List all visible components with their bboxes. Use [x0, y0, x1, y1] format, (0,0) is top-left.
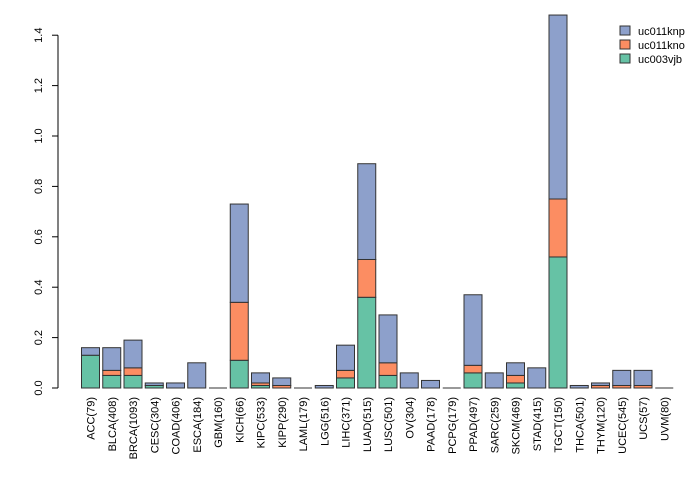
bar-segment-uc011knp	[399, 372, 419, 389]
bar-segment-uc011kno	[378, 362, 398, 376]
x-tick-label: STAD(415)	[532, 397, 544, 451]
bar-segment-uc011kno	[506, 374, 525, 384]
y-tick-label: 0.4	[33, 280, 45, 295]
x-tick-label: BRCA(1093)	[128, 397, 140, 459]
bar-segment-uc011kno	[123, 367, 143, 376]
bar-segment-uc011knp	[357, 163, 377, 260]
bar-segment-uc011knp	[484, 372, 504, 389]
bar-segment-uc011knp	[251, 372, 270, 384]
bar-segment-uc011knp	[378, 314, 398, 364]
legend: uc011knp uc011kno uc003vjb	[619, 25, 685, 66]
legend-swatch-uc003vjb	[619, 53, 631, 64]
y-tick-label: 0.2	[33, 330, 45, 345]
bar-segment-uc011knp	[229, 203, 249, 303]
bar-segment-uc011knp	[506, 362, 525, 376]
bar-segment-uc011knp	[569, 384, 589, 389]
x-tick-label: OV(304)	[404, 397, 416, 439]
x-tick-label: LIHC(371)	[341, 397, 353, 448]
bar-segment-uc003vjb	[229, 359, 249, 389]
x-tick-label: KIPP(290)	[277, 397, 289, 448]
x-tick-label: CESC(304)	[149, 397, 161, 453]
bar-segment-uc011knp	[591, 382, 610, 386]
y-tick-label: 1.2	[33, 78, 45, 93]
bar-segment-uc011knp	[463, 294, 483, 366]
x-tick-label: LGG(516)	[319, 397, 331, 446]
x-tick-label: KIPC(533)	[256, 397, 268, 448]
bar-segment-uc003vjb	[336, 377, 355, 389]
bar-segment-uc003vjb	[357, 296, 377, 389]
x-tick-label: PCPG(179)	[447, 397, 459, 454]
x-tick-label: ESCA(184)	[192, 397, 204, 453]
bar-segment-uc011knp	[144, 382, 164, 386]
bar-segment-uc011kno	[229, 301, 249, 361]
bar-segment-uc011knp	[272, 377, 292, 386]
x-tick-label: COAD(406)	[171, 397, 183, 454]
x-tick-label: KICH(66)	[234, 397, 246, 443]
x-tick-label: PAAD(178)	[426, 397, 438, 452]
bar-segment-uc003vjb	[548, 256, 568, 389]
x-tick-label: LUSC(501)	[383, 397, 395, 452]
bar-segment-uc011kno	[102, 369, 122, 376]
bar-segment-uc011knp	[81, 347, 100, 356]
bar-segment-uc011knp	[548, 14, 568, 200]
x-tick-label: THCA(501)	[574, 397, 586, 453]
bar-segment-uc011knp	[166, 382, 185, 389]
legend-label-uc003vjb: uc003vjb	[638, 54, 682, 66]
bar-segment-uc011knp	[102, 347, 122, 371]
bar-segment-uc011knp	[314, 384, 334, 389]
bars	[81, 14, 674, 389]
bar-segment-uc011knp	[527, 367, 547, 389]
x-tick-label: UCEC(545)	[617, 397, 629, 454]
bar-segment-uc003vjb	[506, 382, 525, 389]
x-tick-label: PPAD(497)	[468, 397, 480, 452]
x-tick-label: SARC(259)	[489, 397, 501, 453]
y-tick-label: 0.8	[33, 179, 45, 194]
bar-segment-uc003vjb	[463, 372, 483, 389]
x-tick-label: TGCT(150)	[553, 397, 565, 453]
bar-segment-uc011knp	[336, 344, 355, 371]
x-tick-label: UVM(80)	[659, 397, 671, 441]
legend-label-uc011kno: uc011kno	[638, 40, 685, 52]
bar-segment-uc003vjb	[378, 374, 398, 389]
bar-segment-uc003vjb	[81, 354, 100, 389]
bar-segment-uc011kno	[336, 369, 355, 379]
x-tick-label: SKCM(469)	[511, 397, 523, 454]
bar-segment-uc011knp	[633, 369, 653, 386]
x-tick-label: THYM(120)	[596, 397, 608, 454]
y-tick-label: 0.0	[33, 380, 45, 395]
bar-segment-uc011knp	[612, 369, 632, 386]
y-axis: 0.0 0.2 0.4 0.6 0.8 1.0 1.2 1.4	[33, 28, 59, 396]
x-tick-label: UCS(57)	[638, 397, 650, 440]
bar-segment-uc011kno	[548, 198, 568, 258]
bar-segment-uc011kno	[357, 258, 377, 298]
bar-segment-uc011kno	[463, 364, 483, 374]
y-tick-label: 1.0	[33, 128, 45, 143]
legend-swatch-uc011knp	[619, 25, 631, 36]
bar-segment-uc011knp	[187, 362, 207, 389]
x-tick-label: ACC(79)	[86, 397, 98, 440]
y-tick-label: 1.4	[33, 28, 45, 43]
x-tick-label: LUAD(515)	[362, 397, 374, 452]
x-tick-label: GBM(160)	[213, 397, 225, 448]
legend-swatch-uc011kno	[619, 39, 631, 50]
x-axis-labels: ACC(79) BLCA(408) BRCA(1093) CESC(304) COAD(…	[86, 397, 672, 459]
x-tick-label: LAML(179)	[298, 397, 310, 451]
legend-label-uc011knp: uc011knp	[638, 26, 685, 38]
x-tick-label: BLCA(408)	[107, 397, 119, 451]
bar-segment-uc003vjb	[123, 374, 143, 389]
y-tick-label: 0.6	[33, 229, 45, 244]
bar-segment-uc011knp	[421, 379, 440, 389]
bar-segment-uc003vjb	[102, 374, 122, 389]
bar-segment-uc011knp	[123, 339, 143, 369]
